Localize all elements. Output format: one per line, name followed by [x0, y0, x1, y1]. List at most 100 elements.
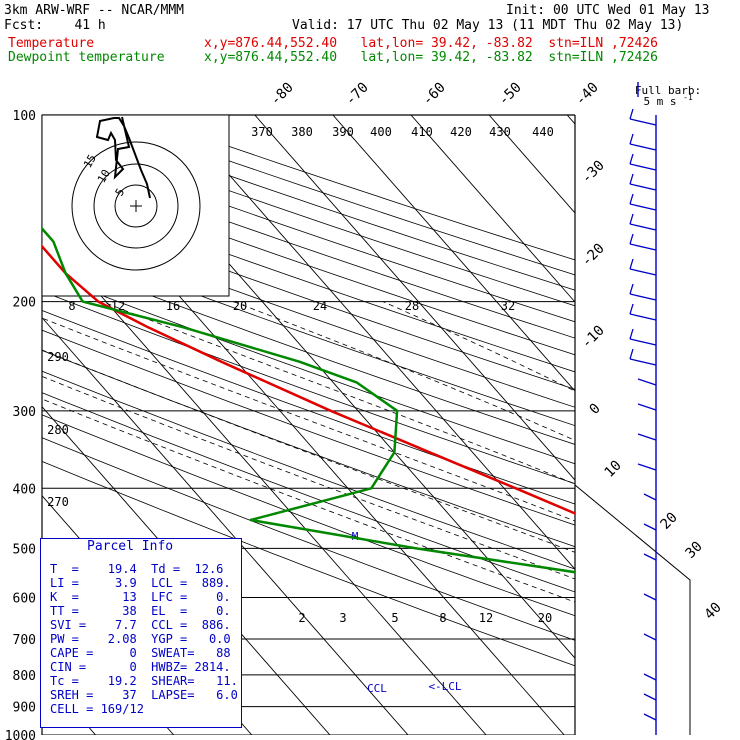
sounding-annotation: CCL: [367, 682, 387, 695]
parcel-row: T = 19.4 Td = 12.6: [50, 562, 224, 576]
parcel-info-title: Parcel Info: [87, 539, 174, 554]
dry-adiabat: [42, 236, 575, 427]
theta-label: 410: [411, 125, 433, 139]
dewpoint-location: x,y=876.44,552.40 lat,lon= 39.42, -83.82…: [204, 50, 658, 65]
isotherm-line: [723, 115, 740, 735]
parcel-row: TT = 38 EL = 0.: [50, 604, 231, 618]
pressure-tick-label: 300: [13, 405, 36, 420]
wind-barb: [629, 163, 657, 171]
moist-adiabat: [101, 301, 575, 485]
temperature-legend: Temperature: [8, 36, 95, 51]
mixing-ratio-label: 5: [391, 611, 398, 625]
parcel-row: CAPE = 0 SWEAT= 88: [50, 646, 231, 660]
wind-barb: [629, 358, 657, 366]
wind-barb: [629, 268, 657, 276]
wind-barb: [643, 633, 657, 641]
wind-barb: [629, 173, 634, 185]
wind-barb: [629, 303, 634, 315]
wind-panel-border: [574, 484, 691, 735]
isotherm-line: [176, 115, 575, 570]
isotherm-label: 20: [658, 510, 681, 533]
forecast-hour: Fcst: 41 h: [4, 18, 106, 33]
wind-profile: [629, 82, 657, 735]
wind-barb: [629, 203, 657, 211]
wind-barb: [629, 328, 634, 340]
parcel-row: SVI = 7.7 CCL = 886.: [50, 618, 231, 632]
isotherm-label: 10: [602, 458, 625, 481]
wind-barb: [643, 673, 657, 681]
isotherm-line: [410, 115, 575, 303]
isotherm-line: [42, 316, 409, 735]
isotherm-label: -70: [343, 80, 372, 109]
dry-adiabat: [42, 219, 575, 408]
wind-barb: [629, 293, 657, 301]
wind-barb-key: Full barb:: [635, 84, 701, 97]
isotherm-line: [42, 227, 487, 735]
mixing-ratio-line: [717, 598, 740, 736]
isotherm-label: -10: [579, 323, 608, 352]
wind-speed-label: 28: [405, 299, 419, 313]
pressure-tick-label: 800: [13, 669, 36, 684]
wind-barb: [629, 108, 634, 120]
moist-adiabat: [42, 349, 575, 553]
parcel-row: Tc = 19.2 SHEAR= 11.: [50, 674, 238, 688]
theta-label: 400: [370, 125, 392, 139]
theta-label: 390: [332, 125, 354, 139]
moist-adiabat: [382, 301, 575, 392]
isotherm-label: 0: [587, 401, 604, 418]
wind-barb: [637, 403, 657, 411]
pressure-tick-label: 200: [13, 296, 36, 311]
theta-label: 380: [291, 125, 313, 139]
parcel-info-panel: Parcel Info T = 19.4 Td = 12.6 LI = 3.9 …: [40, 538, 242, 728]
parcel-row: K = 13 LFC = 0.: [50, 590, 231, 604]
dry-adiabat: [42, 392, 575, 593]
wind-barb: [629, 213, 634, 225]
wind-barb: [637, 378, 657, 386]
dry-adiabat: [42, 460, 575, 667]
theta-label: 270: [47, 495, 69, 509]
wind-barb: [629, 348, 634, 360]
temperature-location: x,y=876.44,552.40 lat,lon= 39.42, -83.82…: [204, 36, 658, 51]
wind-speed-label: 8: [68, 299, 75, 313]
wind-barb: [629, 153, 634, 165]
pressure-tick-label: 600: [13, 591, 36, 606]
parcel-row: PW = 2.08 YGP = 0.0: [50, 632, 231, 646]
isotherm-label: -60: [420, 80, 449, 109]
isotherm-line: [645, 115, 740, 735]
theta-label: 280: [47, 423, 69, 437]
sounding-annotation: <-LCL: [428, 680, 461, 693]
dry-adiabat: [42, 310, 575, 505]
isotherm-label: 40: [702, 600, 725, 623]
wind-barb: [643, 713, 657, 721]
wind-barb: [629, 193, 634, 205]
wind-speed-label: 20: [233, 299, 247, 313]
wind-speed-label: 32: [501, 299, 515, 313]
moist-adiabat: [42, 376, 575, 580]
parcel-row: SREH = 37 LAPSE= 6.0: [50, 688, 238, 702]
hodograph-ring-label: 10: [95, 167, 113, 185]
hodograph-ring-label: 15: [81, 152, 99, 170]
parcel-row: LI = 3.9 LCL = 889.: [50, 576, 231, 590]
wind-speed-label: 24: [313, 299, 327, 313]
theta-label: 430: [489, 125, 511, 139]
hodograph-ring: [93, 163, 179, 249]
wind-barb: [629, 118, 657, 126]
hodograph-trace: [95, 116, 151, 199]
mixing-ratio-label: 2: [298, 611, 305, 625]
wind-barb: [643, 523, 657, 531]
isotherm-line: [254, 115, 575, 481]
isotherm-label: -40: [573, 80, 602, 109]
wind-barb: [643, 553, 657, 561]
pressure-tick-label: 700: [13, 633, 36, 648]
dry-adiabat: [42, 202, 575, 390]
isotherm-line: [566, 115, 575, 125]
dry-adiabat: [42, 254, 575, 445]
hodograph-ring: [114, 184, 158, 228]
mixing-ratio-label: 12: [479, 611, 493, 625]
wind-barb: [643, 693, 657, 701]
dewpoint-line: [42, 226, 575, 574]
dry-adiabat: [42, 272, 575, 465]
isotherm-label: 30: [683, 539, 706, 562]
isotherm-label: -20: [579, 241, 608, 270]
